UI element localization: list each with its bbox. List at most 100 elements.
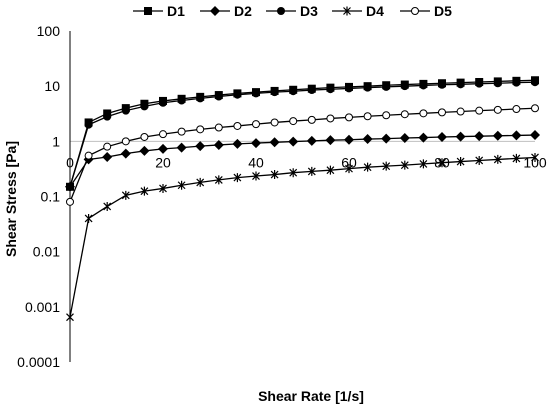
data-point-d4 [456, 157, 465, 167]
series-line-d4 [69, 156, 536, 318]
legend-item-d4: D4 [332, 3, 384, 19]
x-tick-label: 60 [341, 154, 357, 170]
data-point-d4 [493, 154, 502, 164]
data-point-d5 [493, 105, 502, 114]
data-point-d4 [512, 153, 521, 163]
data-point-d3 [456, 80, 465, 89]
data-point-d2 [437, 131, 447, 142]
data-point-d3 [177, 96, 186, 105]
legend-marker-d5 [411, 7, 419, 15]
series-d5 [66, 104, 539, 206]
data-point-d2 [455, 131, 466, 142]
data-point-d4 [531, 152, 539, 162]
data-point-d5 [438, 108, 446, 117]
y-tick-label: 100 [37, 23, 61, 39]
data-point-d3 [66, 182, 74, 191]
data-point-d4 [159, 183, 167, 193]
data-point-d5 [307, 115, 316, 124]
data-point-d4 [196, 177, 205, 187]
y-tick-labels: 0.0001 0.001 0.01 0.1 1 10 100 [17, 23, 60, 370]
data-point-d3 [531, 78, 539, 87]
data-point-d3 [363, 83, 372, 92]
data-point-d3 [419, 81, 428, 90]
data-point-d4 [252, 171, 260, 181]
legend-marker-d3 [277, 7, 285, 15]
data-point-d2 [120, 148, 131, 159]
data-point-d2 [213, 139, 224, 150]
data-point-d2 [176, 142, 187, 153]
data-point-d2 [269, 137, 280, 148]
data-point-d5 [252, 120, 260, 129]
data-point-d5 [159, 130, 167, 139]
legend: D1 D2 D3 D4 D5 [133, 3, 452, 19]
data-point-d5 [66, 197, 74, 206]
legend-item-d2: D2 [200, 3, 252, 19]
data-point-d3 [196, 94, 205, 103]
legend-marker-d4 [343, 6, 351, 16]
data-point-d3 [140, 102, 149, 111]
x-tick-label: 80 [434, 154, 450, 170]
data-point-d2 [344, 134, 354, 145]
x-axis-title: Shear Rate [1/s] [258, 388, 364, 404]
data-point-d2 [195, 141, 206, 152]
data-point-d4 [438, 158, 446, 168]
data-point-d4 [382, 161, 391, 171]
data-point-d5 [196, 125, 205, 134]
data-point-d2 [362, 134, 373, 145]
data-point-d5 [270, 118, 279, 127]
data-point-d2 [418, 132, 429, 143]
data-point-d5 [475, 106, 484, 115]
legend-marker-d2 [210, 6, 220, 16]
series-line-d1 [69, 79, 536, 187]
data-point-d5 [326, 114, 335, 123]
data-point-d5 [512, 105, 521, 114]
data-point-d3 [438, 80, 446, 89]
data-point-d3 [252, 89, 260, 98]
data-point-d5 [363, 112, 372, 121]
data-point-d3 [159, 98, 167, 107]
data-point-d5 [140, 132, 149, 141]
y-tick-label: 0.1 [41, 189, 61, 205]
legend-item-d3: D3 [266, 3, 318, 19]
legend-label-d4: D4 [366, 3, 384, 19]
data-point-d3 [400, 82, 409, 91]
data-point-d2 [381, 133, 392, 144]
data-point-d3 [345, 84, 353, 93]
data-point-d5 [289, 117, 298, 126]
data-point-d4 [140, 186, 149, 196]
series-d4 [66, 152, 539, 322]
data-point-d3 [214, 92, 223, 101]
data-point-d5 [345, 113, 353, 122]
x-tick-labels: 0 20 40 60 80 100 [66, 154, 547, 170]
legend-item-d1: D1 [133, 3, 185, 19]
data-point-d2 [492, 130, 503, 141]
data-point-d3 [103, 112, 112, 121]
series-layer [65, 76, 540, 322]
data-point-d4 [289, 168, 298, 178]
x-tick-label: 100 [523, 154, 547, 170]
data-point-d4 [121, 190, 130, 200]
data-point-d4 [103, 201, 112, 211]
y-tick-label: 0.01 [33, 244, 60, 260]
data-point-d4 [400, 160, 409, 170]
data-point-d5 [382, 111, 391, 120]
data-point-d5 [84, 151, 93, 160]
series-d1 [66, 76, 539, 191]
data-point-d2 [474, 131, 485, 142]
legend-label-d5: D5 [434, 3, 452, 19]
data-point-d5 [103, 142, 112, 151]
legend-marker-d1 [144, 7, 152, 15]
data-point-d2 [158, 143, 168, 154]
y-tick-label: 0.001 [25, 299, 60, 315]
legend-label-d3: D3 [300, 3, 318, 19]
data-point-d5 [419, 109, 428, 118]
data-point-d2 [102, 152, 113, 163]
x-tick-label: 40 [248, 154, 264, 170]
data-point-d2 [511, 130, 522, 141]
series-line-d5 [69, 107, 536, 203]
data-point-d3 [326, 85, 335, 94]
data-point-d3 [307, 86, 316, 95]
x-tick-label: 0 [66, 154, 74, 170]
data-point-d4 [177, 180, 186, 190]
